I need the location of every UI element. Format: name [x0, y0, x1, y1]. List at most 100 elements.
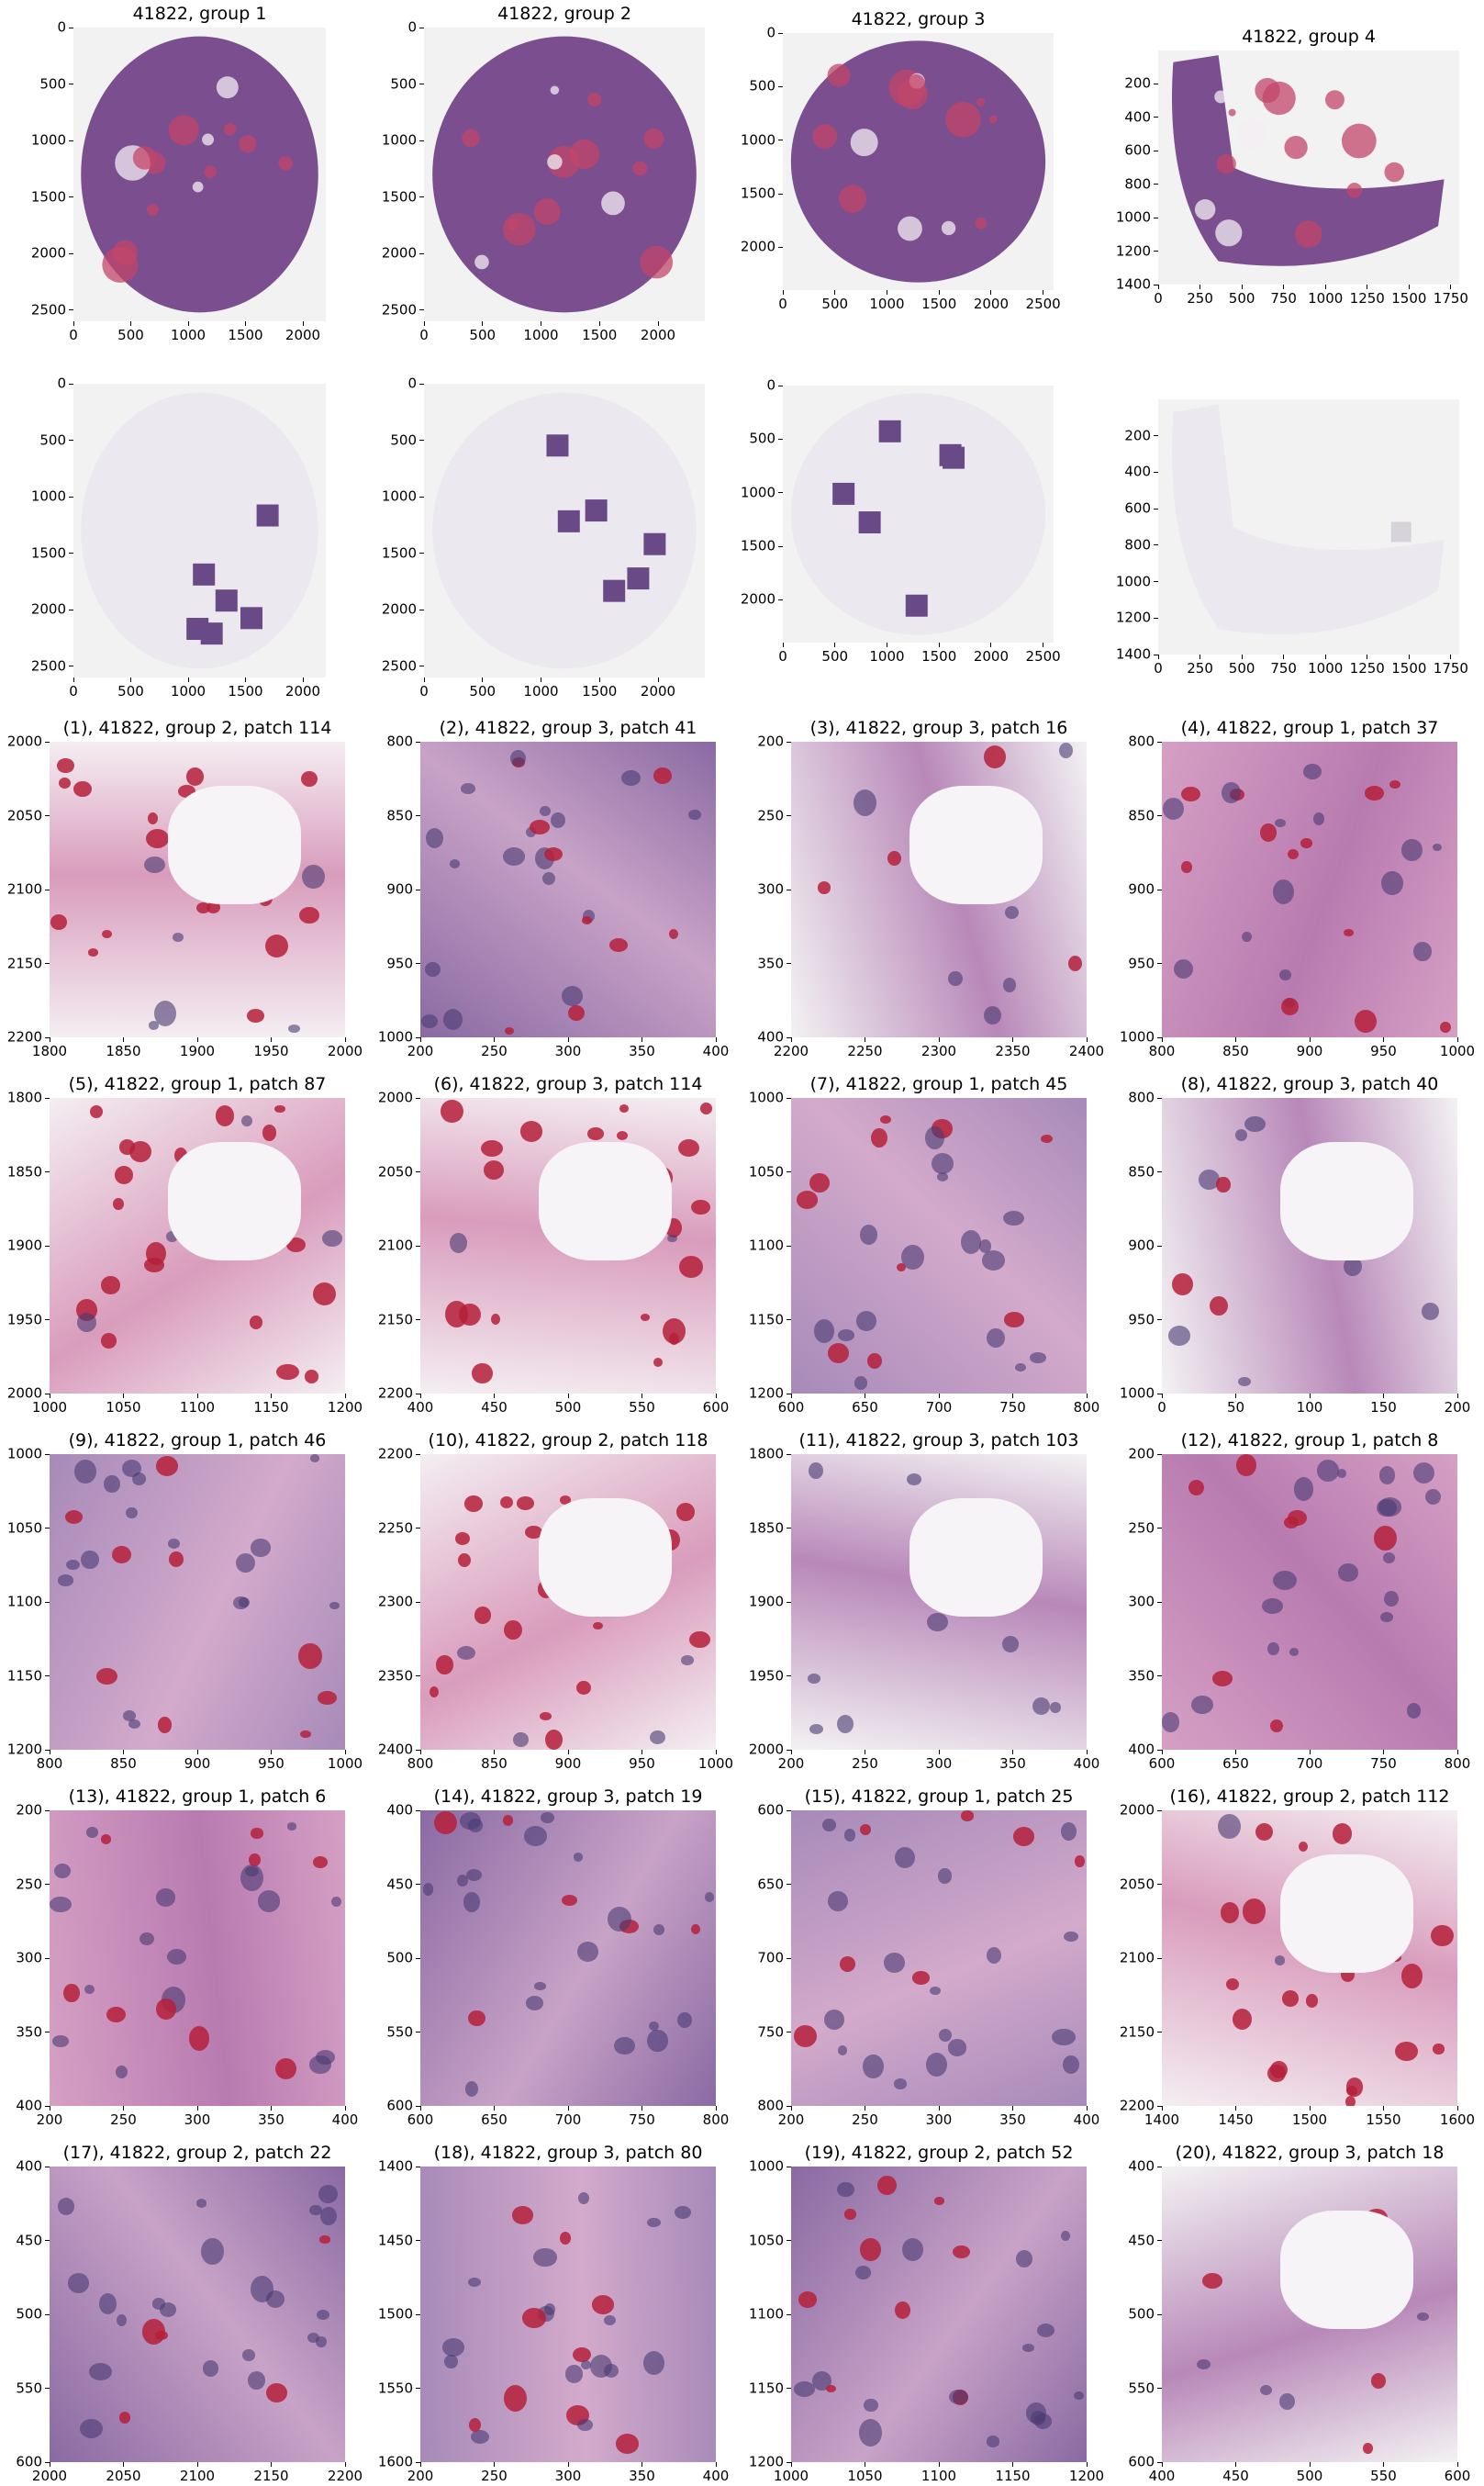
cell-nucleus — [930, 1986, 941, 1995]
x-tick-mark — [1241, 655, 1243, 659]
cell-nucleus — [1173, 959, 1193, 979]
cell-nucleus — [1401, 839, 1423, 862]
red-blood-cell — [129, 1140, 151, 1162]
x-tick-mark — [1086, 2462, 1088, 2467]
cell-nucleus — [202, 2360, 219, 2377]
x-tick-label: 400 — [331, 2111, 359, 2128]
red-blood-cell — [454, 1531, 470, 1546]
y-tick-label: 450 — [386, 1876, 413, 1892]
red-blood-cell — [825, 2384, 836, 2392]
y-tick-mark — [1157, 1319, 1162, 1320]
cell-nucleus — [502, 846, 526, 867]
x-tick-mark — [271, 1394, 272, 1398]
red-blood-cell — [101, 1276, 120, 1294]
cell-nucleus — [1351, 2314, 1366, 2325]
x-tick-label: 800 — [702, 2111, 730, 2128]
y-tick-mark — [1157, 1809, 1162, 1811]
y-tick-label: 1850 — [6, 1163, 42, 1180]
x-tick-label: 500 — [469, 683, 497, 700]
red-blood-cell — [503, 2385, 528, 2413]
x-tick-label: 1050 — [106, 1399, 141, 1416]
red-blood-cell — [246, 1009, 264, 1023]
cell-nucleus — [444, 2355, 459, 2369]
y-tick-mark — [787, 1675, 791, 1676]
cell-nucleus — [1406, 1703, 1421, 1719]
y-tick-label: 1400 — [1115, 275, 1151, 293]
red-blood-cell — [1171, 1273, 1193, 1296]
y-tick-label: 550 — [16, 2380, 42, 2396]
patch-highlight — [557, 510, 580, 532]
red-blood-cell — [1365, 2208, 1389, 2228]
histology-patch-image — [1162, 2167, 1457, 2462]
y-tick-mark — [416, 1884, 420, 1885]
x-tick-mark — [494, 1750, 495, 1754]
y-tick-label: 600 — [1124, 141, 1151, 159]
tissue-gap — [474, 254, 489, 270]
cell-nucleus — [425, 827, 443, 848]
x-tick-mark — [938, 2106, 940, 2111]
patch-title: (18), 41822, group 3, patch 80 — [433, 2143, 703, 2163]
cell-nucleus — [1312, 812, 1324, 826]
y-tick-label: 1050 — [748, 2232, 784, 2248]
cell-nucleus — [1272, 1570, 1297, 1590]
cell-nucleus — [301, 864, 325, 890]
blood-region — [587, 92, 602, 107]
red-blood-cell — [196, 901, 211, 914]
red-blood-cell — [1345, 2086, 1357, 2097]
red-blood-cell — [653, 767, 672, 785]
x-tick-mark — [598, 321, 600, 326]
cell-nucleus — [1337, 1563, 1359, 1582]
y-tick-label: 800 — [757, 2097, 784, 2114]
cell-nucleus — [524, 1825, 547, 1846]
red-blood-cell — [313, 1282, 337, 1306]
y-tick-label: 2000 — [377, 1089, 413, 1106]
red-blood-cell — [524, 1525, 543, 1540]
x-tick-label: 700 — [925, 1399, 953, 1416]
x-tick-label: 2500 — [1025, 296, 1061, 312]
x-tick-label: 600 — [407, 2111, 434, 2128]
y-tick-mark — [419, 383, 424, 385]
red-blood-cell — [262, 1125, 277, 1141]
y-tick-mark — [45, 2105, 50, 2107]
x-tick-label: 1600 — [1439, 2111, 1476, 2128]
red-blood-cell — [530, 820, 551, 835]
y-tick-label: 600 — [16, 2453, 42, 2470]
y-tick-mark — [778, 193, 783, 195]
y-tick-label: 1000 — [740, 484, 775, 501]
y-tick-label: 300 — [16, 1949, 42, 1966]
x-tick-label: 1200 — [1068, 2468, 1105, 2484]
histology-patch-image — [1162, 742, 1457, 1037]
x-tick-mark — [494, 1394, 495, 1398]
red-blood-cell — [1212, 1670, 1233, 1687]
red-blood-cell — [591, 2295, 615, 2315]
y-tick-label: 0 — [407, 375, 417, 392]
red-blood-cell — [1287, 849, 1299, 860]
y-tick-label: 2150 — [377, 1311, 413, 1327]
red-blood-cell — [587, 1127, 604, 1140]
x-tick-mark — [73, 677, 74, 682]
x-tick-label: 100 — [1296, 1399, 1323, 1416]
red-blood-cell — [675, 1503, 695, 1522]
y-tick-mark — [416, 2105, 420, 2107]
red-blood-cell — [504, 1620, 522, 1641]
panel-title: 41822, group 2 — [497, 4, 631, 24]
cell-nucleus — [1222, 781, 1241, 804]
y-tick-mark — [787, 2388, 791, 2389]
y-tick-mark — [45, 1319, 50, 1320]
cell-nucleus — [986, 2436, 1000, 2447]
tissue-gap — [1194, 199, 1216, 220]
red-blood-cell — [119, 1139, 135, 1155]
x-tick-mark — [245, 677, 246, 682]
cell-nucleus — [143, 856, 166, 873]
cell-nucleus — [240, 1114, 252, 1127]
patch-title: (9), 41822, group 1, patch 46 — [68, 1430, 327, 1450]
y-tick-label: 2500 — [381, 301, 417, 319]
y-tick-label: 400 — [757, 1028, 784, 1046]
x-tick-mark — [1161, 1750, 1163, 1754]
red-blood-cell — [87, 947, 98, 957]
y-tick-label: 450 — [16, 2232, 42, 2248]
x-tick-mark — [419, 1394, 421, 1398]
